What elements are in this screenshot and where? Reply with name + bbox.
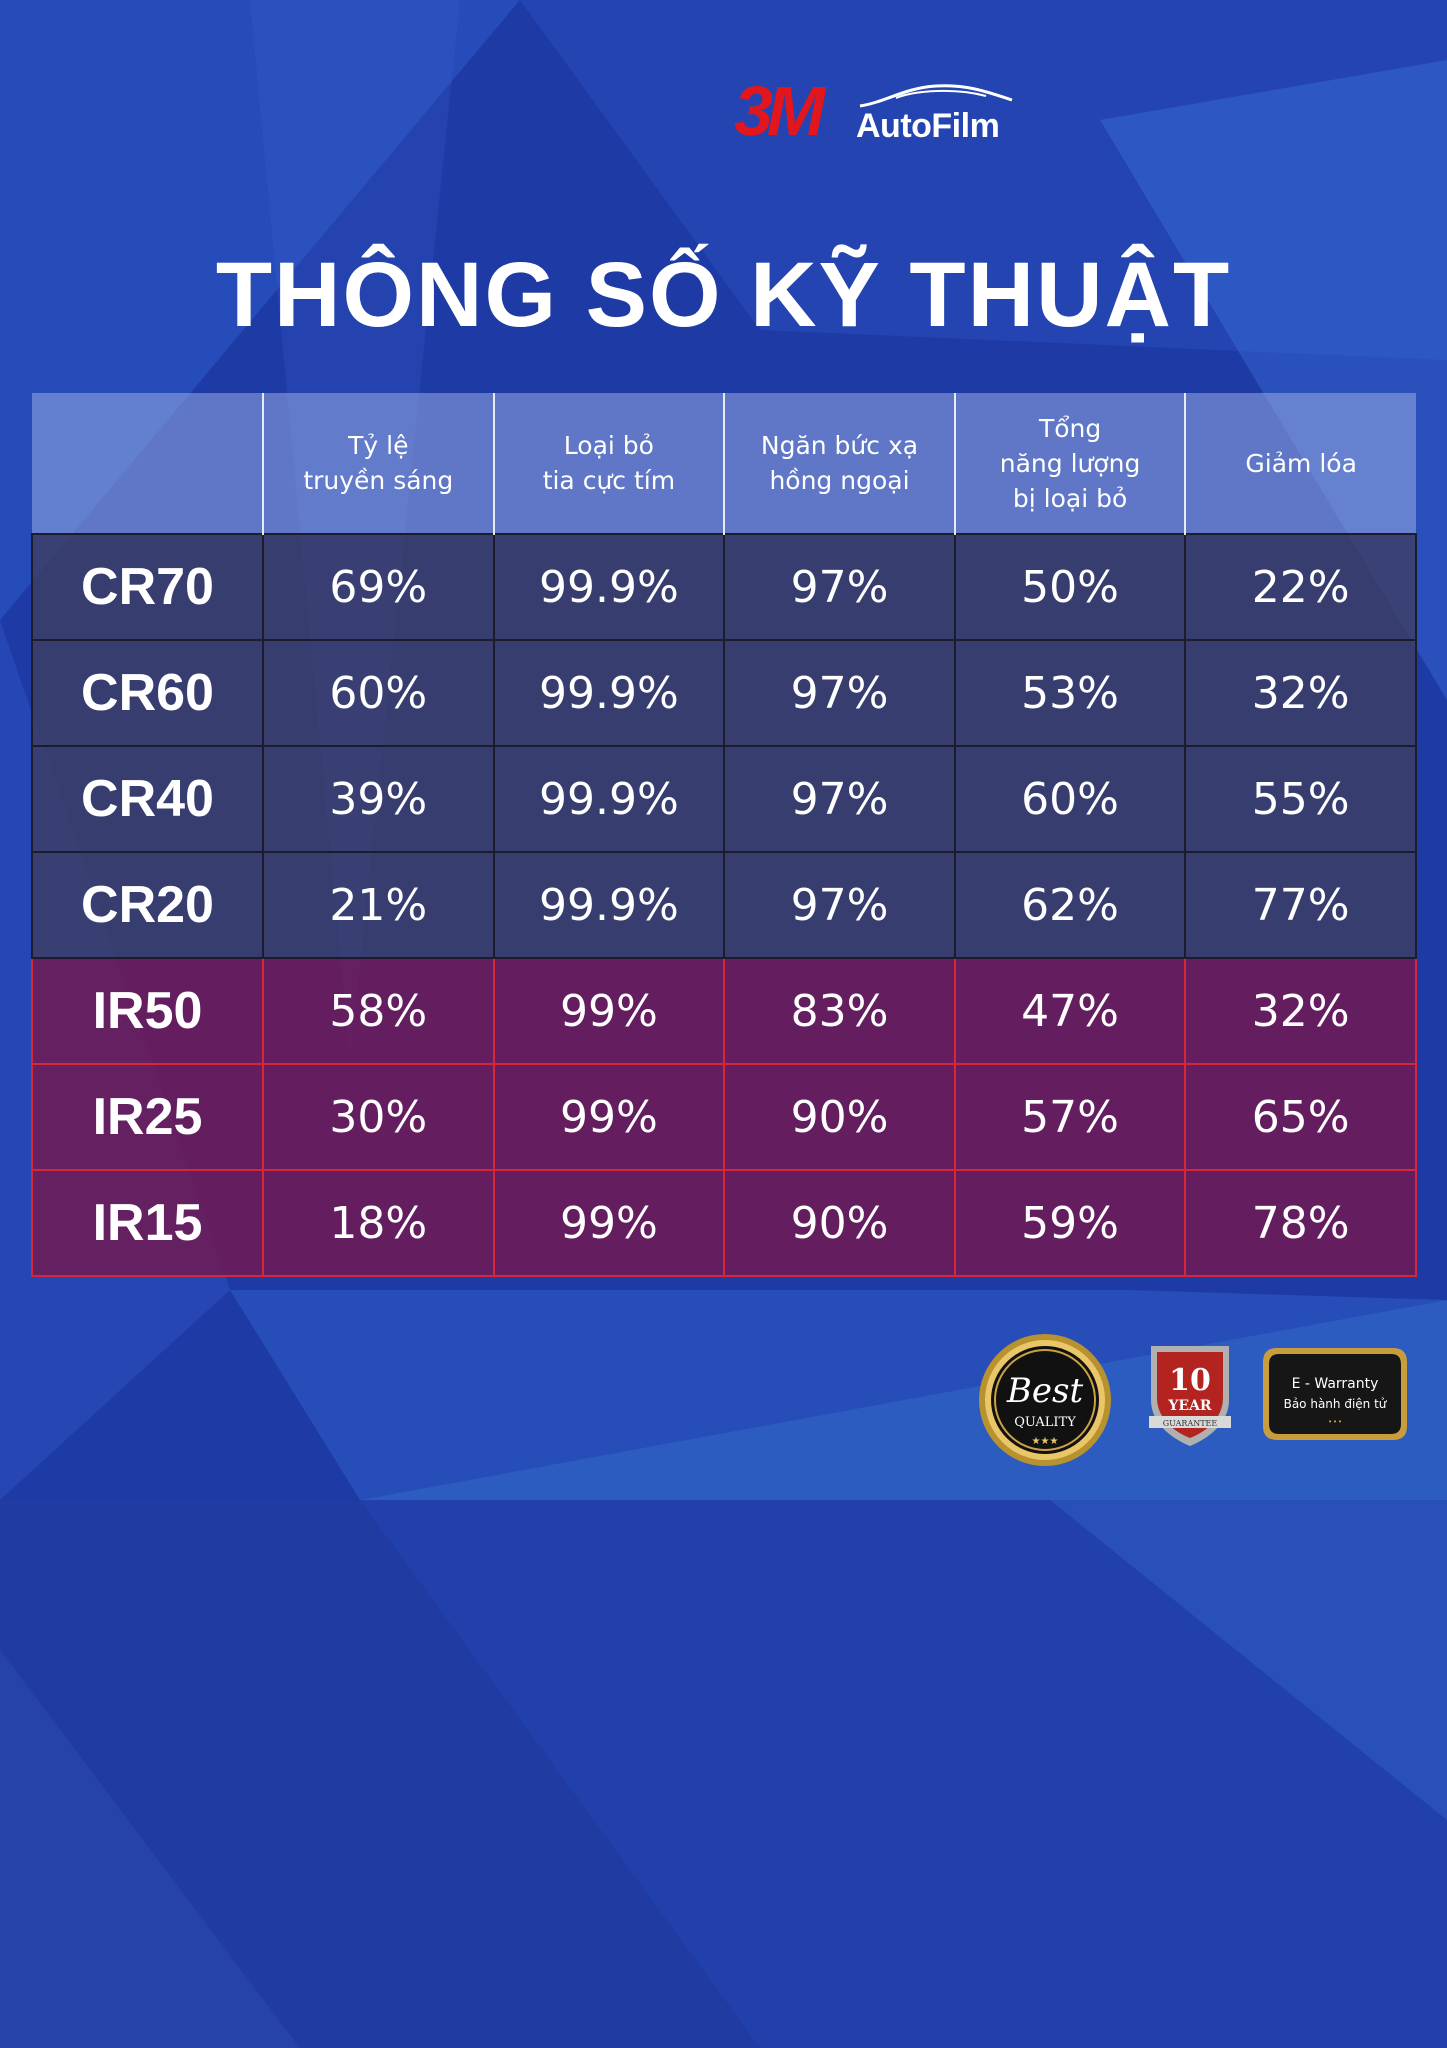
column-header: Giảm lóa [1184, 393, 1416, 534]
value-cell: 90% [723, 1063, 956, 1171]
value-cell: 97% [723, 533, 956, 641]
value-cell: 60% [262, 639, 495, 747]
value-cell: 32% [1184, 639, 1417, 747]
value-cell: 99.9% [492, 745, 726, 853]
film-name-cell: IR15 [31, 1169, 264, 1277]
table-row: IR50 58% 99% 83% 47% 32% [31, 957, 1417, 1065]
film-name-cell: CR40 [31, 745, 264, 853]
table-row: IR15 18% 99% 90% 59% 78% [31, 1169, 1417, 1277]
table-row: CR60 60% 99.9% 97% 53% 32% [31, 639, 1417, 747]
brand-logo: 3M AutoFilm [734, 76, 1014, 146]
badges: Best QUALITY ★★★ 10 YEAR GUARANTEE E - W… [975, 1330, 1415, 1480]
value-cell: 99.9% [492, 851, 726, 959]
value-cell: 99% [492, 957, 726, 1065]
best-quality-line2: QUALITY [1014, 1415, 1076, 1430]
value-cell: 97% [723, 745, 956, 853]
table-row: CR20 21% 99.9% 97% 62% 77% [31, 851, 1417, 959]
column-header: Tổng năng lượng bị loại bỏ [953, 393, 1186, 534]
value-cell: 83% [723, 957, 956, 1065]
value-cell: 97% [723, 851, 956, 959]
table-row: IR25 30% 99% 90% 57% 65% [31, 1063, 1417, 1171]
film-name-cell: CR70 [31, 533, 264, 641]
table-row: CR40 39% 99.9% 97% 60% 55% [31, 745, 1417, 853]
year-number: 10 [1169, 1363, 1211, 1398]
film-name-cell: CR20 [31, 851, 264, 959]
value-cell: 60% [953, 745, 1187, 853]
car-silhouette-icon [859, 84, 1013, 108]
value-cell: 99.9% [492, 639, 726, 747]
value-cell: 62% [953, 851, 1187, 959]
value-cell: 22% [1184, 533, 1417, 641]
warranty-line1: E - Warranty [1292, 1376, 1379, 1392]
value-cell: 99% [492, 1063, 726, 1171]
column-header: Loại bỏ tia cực tím [492, 393, 725, 534]
value-cell: 99.9% [492, 533, 726, 641]
logo-autofilm-text: AutoFilm [856, 107, 1000, 145]
value-cell: 21% [262, 851, 495, 959]
year-guarantee: GUARANTEE [1163, 1419, 1218, 1428]
value-cell: 65% [1184, 1063, 1417, 1171]
shield-badge-icon: 10 YEAR GUARANTEE [1149, 1346, 1231, 1446]
column-header: Tỷ lệ truyền sáng [262, 393, 494, 534]
film-name-cell: IR25 [31, 1063, 264, 1171]
spec-table: Tỷ lệ truyền sáng Loại bỏ tia cực tím Ngăn b… [31, 393, 1417, 1277]
value-cell: 57% [953, 1063, 1187, 1171]
page-title: THÔNG SỐ KỸ THUẬT [215, 244, 1232, 346]
value-cell: 50% [953, 533, 1187, 641]
table-row: CR70 69% 99.9% 97% 50% 22% [31, 533, 1417, 641]
value-cell: 58% [262, 957, 495, 1065]
warranty-line2: Bảo hành điện tử [1284, 1397, 1388, 1411]
svg-text:• • •: • • • [1329, 1417, 1342, 1426]
value-cell: 32% [1184, 957, 1417, 1065]
logo-3m-text: 3M [734, 72, 825, 150]
year-word: YEAR [1167, 1398, 1212, 1414]
best-quality-line1: Best [1006, 1371, 1084, 1411]
value-cell: 97% [723, 639, 956, 747]
value-cell: 18% [262, 1169, 495, 1277]
value-cell: 47% [953, 957, 1187, 1065]
value-cell: 55% [1184, 745, 1417, 853]
warranty-plaque-icon: E - Warranty Bảo hành điện tử • • • [1263, 1348, 1407, 1440]
table-body: CR70 69% 99.9% 97% 50% 22% CR60 60% 99.9% 97% 53% 3… [31, 533, 1417, 1277]
svg-text:★★★: ★★★ [1032, 1436, 1059, 1447]
film-name-cell: IR50 [31, 957, 264, 1065]
value-cell: 90% [723, 1169, 956, 1277]
value-cell: 69% [262, 533, 495, 641]
best-quality-seal-icon: Best QUALITY ★★★ [979, 1334, 1111, 1466]
value-cell: 39% [262, 745, 495, 853]
value-cell: 99% [492, 1169, 726, 1277]
film-name-cell: CR60 [31, 639, 264, 747]
value-cell: 30% [262, 1063, 495, 1171]
value-cell: 77% [1184, 851, 1417, 959]
header-row: Tỷ lệ truyền sáng Loại bỏ tia cực tím Ngăn b… [32, 393, 1416, 534]
value-cell: 59% [953, 1169, 1187, 1277]
value-cell: 78% [1184, 1169, 1417, 1277]
header-corner [32, 393, 263, 534]
column-header: Ngăn bức xạ hồng ngoại [723, 393, 955, 534]
value-cell: 53% [953, 639, 1187, 747]
